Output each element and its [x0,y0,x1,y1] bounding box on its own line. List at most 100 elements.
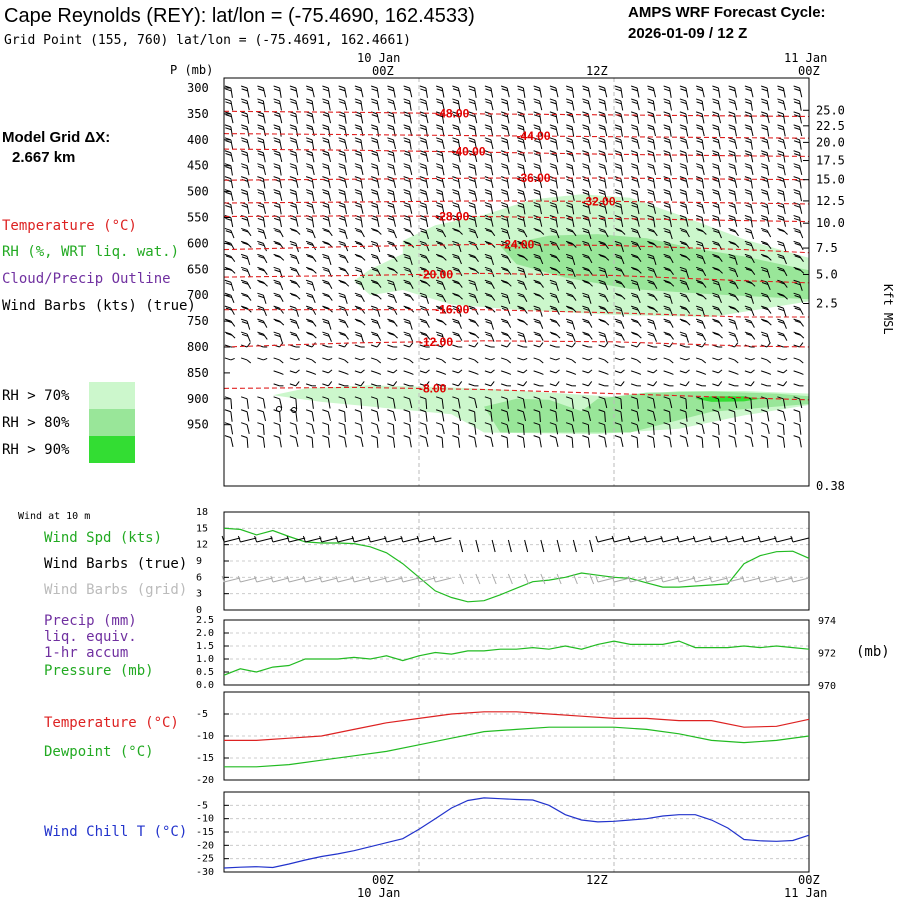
wind-barb-flag [534,178,541,182]
wind-barb-flag [647,85,654,89]
wind-barb [663,137,672,150]
wind-barb-flag [387,127,395,131]
wind-barb-staff [474,295,479,303]
wind-barb-flag [663,227,670,231]
wind-barb-flag [761,282,769,286]
wind-barb-staff [230,152,234,163]
wind-barb [370,342,381,348]
wind-barb-flag [549,305,557,309]
wind-barb-flag [713,295,720,298]
wind-barb [679,422,689,435]
wind-barb [614,253,625,265]
wind-barb-flag [615,281,623,285]
wind-barb-flag [794,114,801,118]
wind-barb [322,202,331,215]
wind-barb [500,266,512,275]
wind-barb-flag [225,191,232,195]
wind-barb-flag [793,409,800,413]
wind-barb-flag [793,217,801,221]
wind-barb-flag [695,215,703,218]
wind-barb-flag [419,357,427,361]
wind-barb [273,150,283,163]
wind-barb-flag [372,293,379,297]
wind-barb-flag [647,191,655,195]
wind-barb-staff [474,320,479,327]
wind-barb [614,98,624,111]
wind-barb-flag [404,306,412,310]
wind-barb-flag [354,266,362,270]
wind-barb-flag [420,268,428,272]
wind-barb-flag [322,153,330,156]
isotherm-label: -20.00 [419,267,453,281]
wind-barb-staff [441,230,447,238]
wind-barb-staff [620,256,625,265]
isotherm-label: -28.00 [435,209,469,223]
wind-barb-flag [355,140,362,144]
wind-barb [419,202,428,215]
wind-barb-staff [717,381,723,387]
wind-barb-staff [766,204,770,215]
wind-barb [760,176,770,189]
wind-barb [598,98,607,111]
wind-barb-staff [295,204,299,215]
wind-barb [728,124,737,137]
wind-barb-staff [295,165,299,176]
grid-wind-barb [240,577,257,583]
wind-barb-staff [279,372,284,375]
wind-barb-flag [370,189,378,193]
wind-barb [435,150,445,163]
wind-barb-flag [565,253,573,257]
wind-barb-flag [468,435,475,439]
wind-barb [614,318,625,329]
wind-barb [257,240,267,252]
legend-rh: RH (%, WRT liq. wat.) [2,244,179,260]
wind-barb-staff [360,165,364,175]
wind-barb-flag [305,150,313,154]
wind-barb-flag [647,127,655,131]
wind-barb-staff [441,359,447,364]
wind-barb [565,435,574,448]
wind-barb-staff [360,100,363,111]
wind-barb-staff [425,230,429,240]
wind-barb-flag [680,282,687,286]
wind-barb-flag [305,344,313,348]
wind-barb-staff [717,282,722,291]
wind-barb-staff [750,256,755,264]
wind-barb-staff [327,294,333,301]
wind-barb [760,305,772,314]
wind-barb-staff [262,178,266,189]
wind-barb-flag [517,88,524,92]
wind-barb-flag [468,166,476,170]
wind-barb-flag [697,268,704,272]
wind-barb-flag [290,166,297,170]
wind-barb-flag [468,253,475,257]
bottom-date-end-label: 11 Jan [784,886,827,900]
wind-barb [533,163,542,176]
wind-barb-flag [517,85,524,89]
wind-barb [679,305,691,314]
wind-barb [533,292,545,300]
wind-barb [468,435,477,448]
wind-barb-staff [701,342,706,348]
grid-wind-barb [589,573,595,585]
wind-barb [598,240,609,250]
pressure-ticks: 3003504004505005506006507007508008509009… [187,81,230,432]
wind-barb-staff [246,165,250,176]
wind-barb-staff [474,87,477,98]
wind-barb-staff [701,100,705,111]
wind-barb-flag [518,255,525,259]
wind-barb-flag [517,191,525,195]
wind-barb [582,381,593,387]
wind-barb-staff [539,359,544,364]
wind-barb-staff [360,113,364,124]
wind-barb-staff [311,152,315,163]
wind-barb-flag [630,292,638,296]
p4-frame [223,691,810,781]
wind-barb-flag [680,204,687,208]
wind-barb-flag [273,189,280,193]
wind-barb [257,292,267,304]
wind-barb-flag [533,163,540,167]
wind-barb-staff [506,269,512,275]
wind-barb-flag [695,150,703,154]
wind-barb-flag [550,153,557,157]
